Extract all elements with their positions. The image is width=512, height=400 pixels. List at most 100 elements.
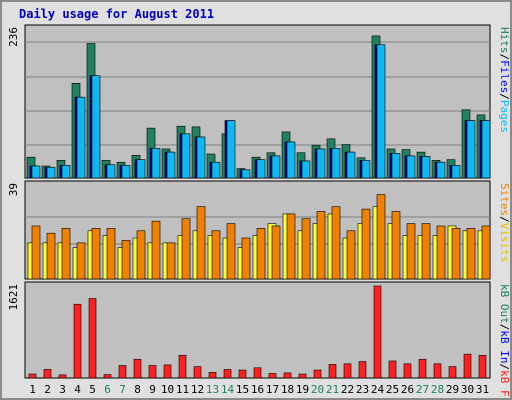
x-tick-label: 17 [266,383,279,396]
pages-bar [361,160,371,179]
x-tick-label: 6 [104,383,111,396]
kb-bar [478,354,487,379]
pages-bar [226,120,236,179]
chart-title: Daily usage for August 2011 [19,7,215,21]
sites-bar [271,225,281,280]
pages-bar [136,159,146,179]
pages-bar [331,148,341,179]
x-tick-label: 12 [191,383,204,396]
legend-item: kB Out [498,284,511,324]
x-tick-label: 19 [296,383,309,396]
x-tick-label: 24 [371,383,385,396]
pages-bar [271,155,281,179]
x-tick-label: 29 [446,383,459,396]
legend-item: / [498,324,511,331]
pages-bar [76,96,86,179]
pages-bar [211,161,221,179]
pages-bar [391,153,401,179]
legend-item: Hits [498,27,511,54]
sites-bar [406,223,416,280]
legend-item: Pages [498,100,511,133]
pages-bar [91,75,101,179]
sites-bar [466,228,476,280]
pages-bar [286,141,296,179]
sites-bar [181,218,191,280]
kb-bar [118,365,127,379]
pages-bar [61,165,71,179]
kb-bar [58,374,67,379]
x-tick-label: 8 [134,383,141,396]
kb-bar [208,372,217,379]
pages-bar [301,160,311,179]
plot-area-kb [24,281,491,379]
sites-bar [241,237,251,280]
kb-bar [163,364,172,379]
kb-bar [403,363,412,379]
kb-bar [223,369,232,379]
legend-pages-files-hits: Hits/Files/Pages [498,27,511,133]
x-tick-label: 28 [431,383,444,396]
kb-bar [193,366,202,379]
pages-bar [151,148,161,179]
x-tick-label: 27 [416,383,429,396]
sites-bar [451,228,461,280]
sites-bar [226,223,236,280]
x-tick-label: 25 [386,383,399,396]
kb-bar [343,363,352,379]
x-tick-label: 13 [206,383,219,396]
sites-bar [436,225,446,280]
pages-bar [406,155,416,179]
legend-item: / [498,364,511,371]
kb-bar [253,367,262,379]
kb-bar [178,354,187,379]
x-tick-label: 10 [161,383,174,396]
kb-bar [373,285,382,379]
x-tick-label: 18 [281,383,294,396]
legend-visits-sites: Sites/Visits [498,183,511,263]
pages-bar [121,165,131,179]
pages-bar [346,151,356,179]
kb-bar [73,303,82,379]
x-tick-label: 9 [149,383,156,396]
pages-bar [166,151,176,179]
plot-area-pages-files-hits [24,24,491,179]
kb-bar [388,360,397,379]
sites-bar [121,240,131,280]
sites-bar [391,211,401,280]
sites-bar [361,208,371,280]
kb-bar [103,374,112,379]
legend-item: Sites [498,183,511,216]
x-tick-label: 7 [119,383,126,396]
sites-bar [376,194,386,280]
kb-bar [238,369,247,379]
kb-bar [358,361,367,379]
pages-bar [196,136,206,179]
sites-bar [331,206,341,280]
sites-bar [151,220,161,280]
kb-bar [268,373,277,379]
kb-bar [88,298,97,379]
pages-bar [31,165,41,179]
sites-bar [61,228,71,280]
legend-item: Visits [498,223,511,263]
x-tick-label: 5 [89,383,96,396]
pages-bar [256,159,266,179]
sites-bar [286,213,296,280]
kb-bar [313,369,322,379]
x-tick-label: 23 [356,383,369,396]
x-tick-label: 3 [59,383,66,396]
pages-bar [46,166,56,179]
x-tick-label: 11 [176,383,189,396]
pages-bar [466,120,476,179]
pages-bar [376,44,386,179]
sites-bar [76,242,86,280]
sites-bar [421,223,431,280]
legend-item: / [498,216,511,223]
sites-bar [346,230,356,280]
kb-bar [433,363,442,379]
kb-bar [298,373,307,379]
legend-item: Files [498,60,511,93]
sites-bar [91,228,101,280]
pages-bar [481,120,491,179]
